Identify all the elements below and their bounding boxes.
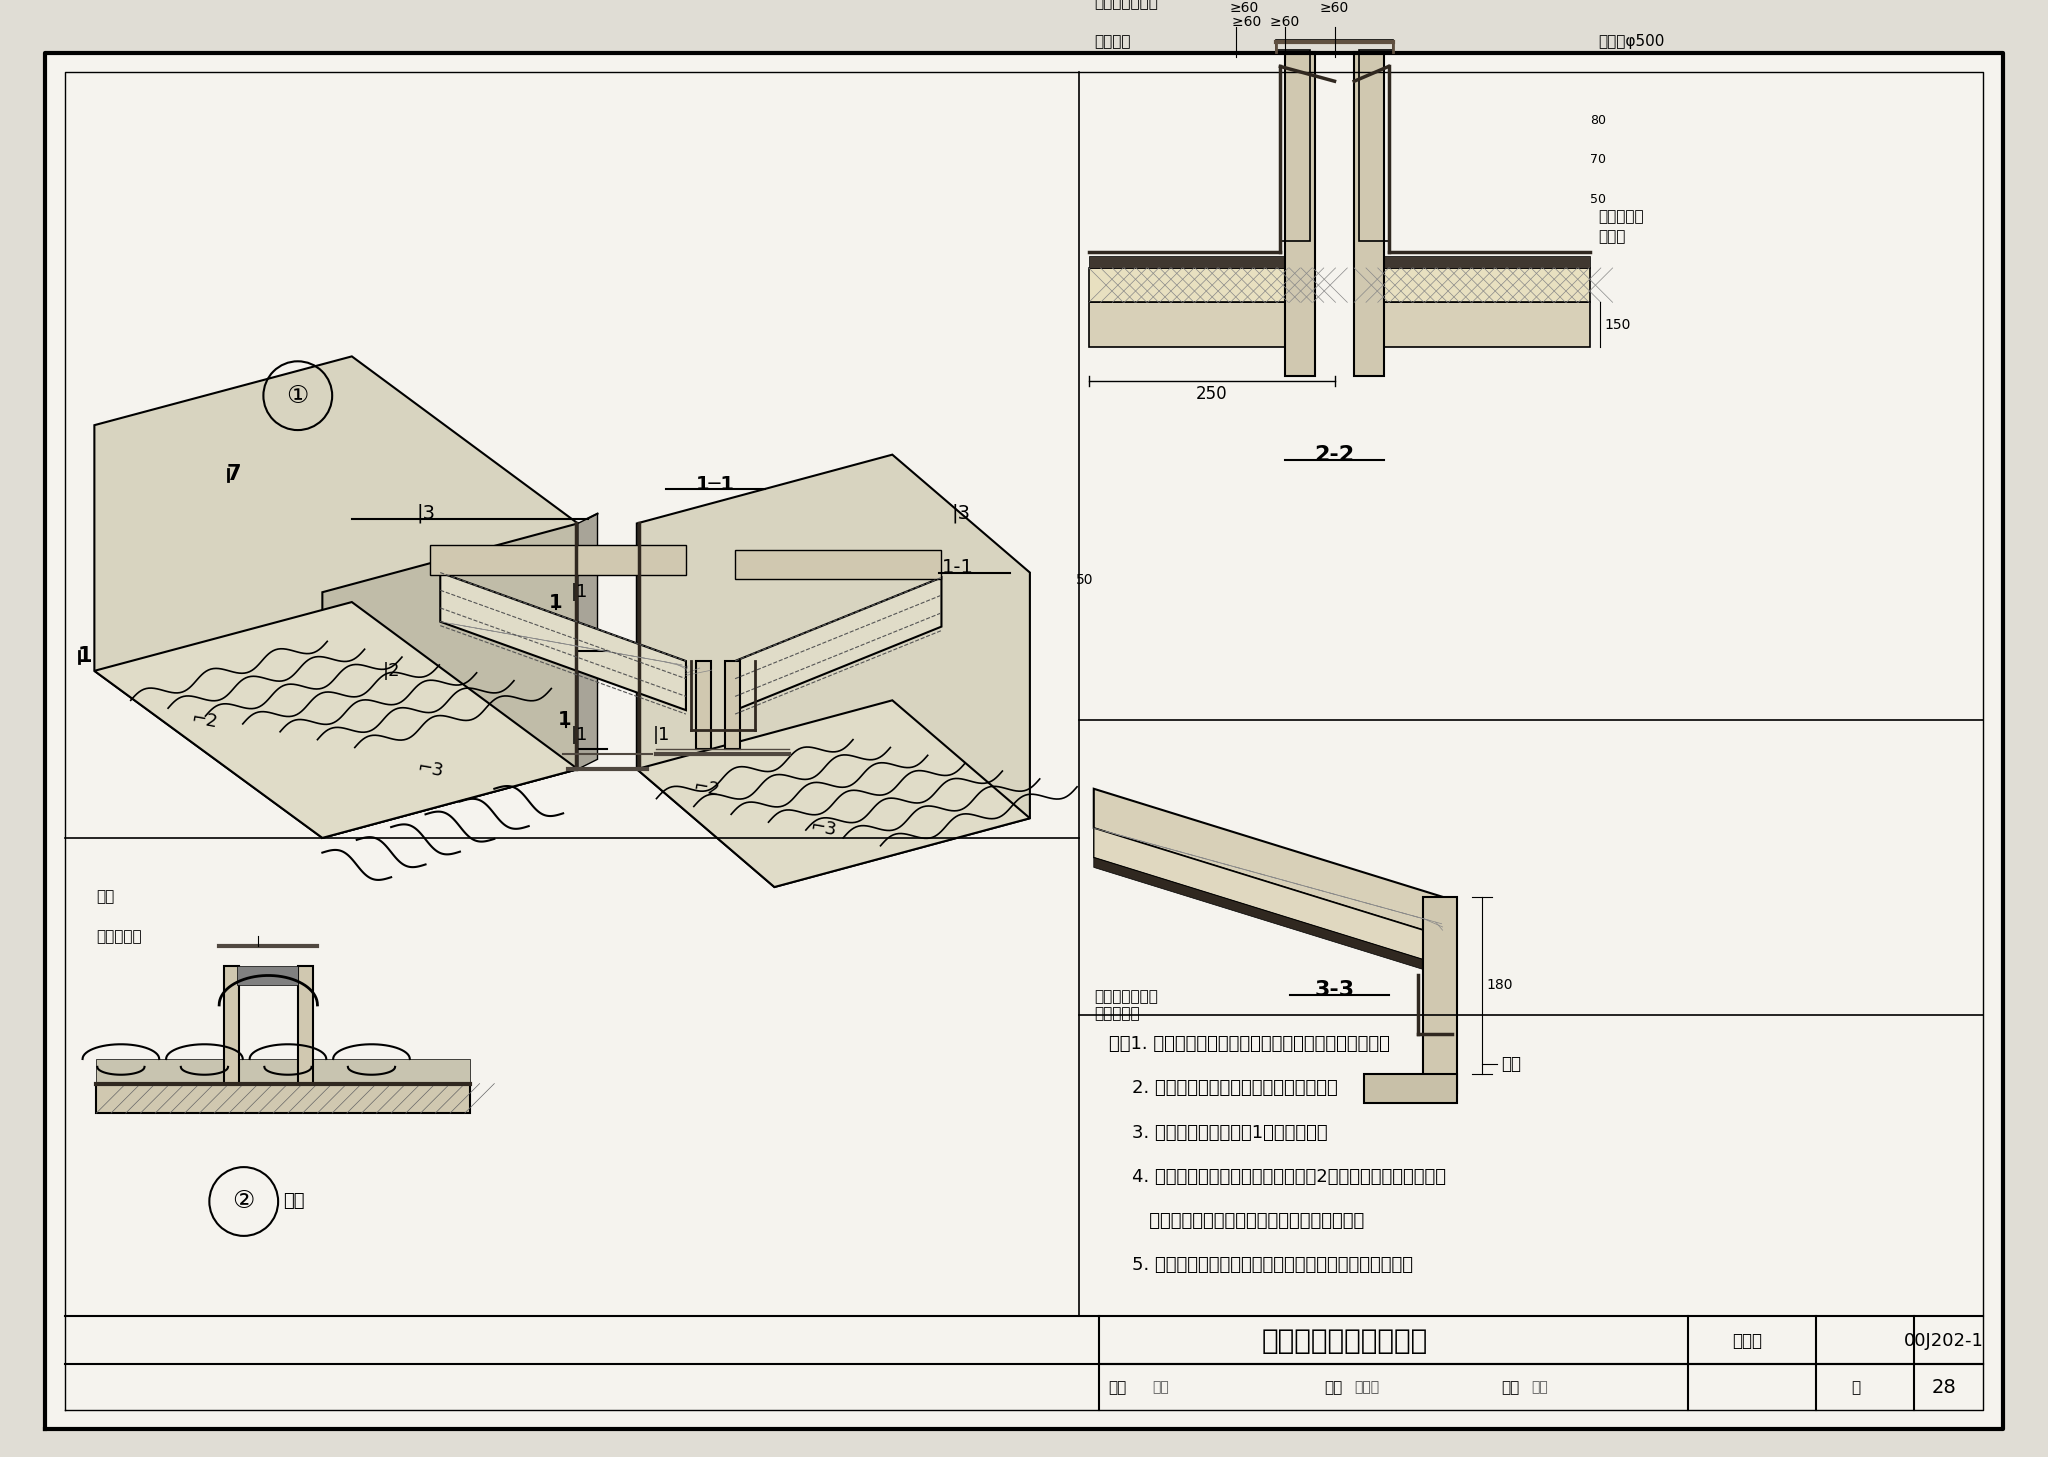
Polygon shape <box>637 701 1030 887</box>
Text: |3: |3 <box>952 504 971 523</box>
Text: 00J202-1: 00J202-1 <box>1905 1332 1985 1351</box>
Polygon shape <box>637 455 1030 887</box>
Bar <box>238 966 297 985</box>
Text: 70: 70 <box>1589 153 1606 166</box>
Text: 页: 页 <box>1851 1380 1860 1394</box>
Text: 卷材收头高度与
檐沟侧壁同: 卷材收头高度与 檐沟侧壁同 <box>1094 989 1157 1021</box>
Text: 250: 250 <box>1196 385 1227 402</box>
Text: 1: 1 <box>549 593 561 612</box>
Text: 50: 50 <box>1589 192 1606 205</box>
Text: ⌐2: ⌐2 <box>190 708 219 731</box>
Polygon shape <box>94 357 578 838</box>
Text: 聚合物水泥砂浆: 聚合物水泥砂浆 <box>1094 0 1157 10</box>
Text: 防水层: 防水层 <box>1597 229 1626 243</box>
Bar <box>735 549 942 580</box>
Text: 1─1: 1─1 <box>696 475 735 494</box>
Bar <box>96 1059 469 1084</box>
Text: ⌐3: ⌐3 <box>809 817 838 839</box>
Bar <box>1354 303 1589 347</box>
Polygon shape <box>1094 788 1442 937</box>
Text: 1: 1 <box>559 711 571 730</box>
Polygon shape <box>735 577 942 710</box>
Text: 防水层为涂膜者，附加防水层采用一布二涂。: 防水层为涂膜者，附加防水层采用一布二涂。 <box>1108 1212 1364 1230</box>
Text: 150: 150 <box>1606 318 1630 332</box>
Text: 王江光: 王江光 <box>1354 1380 1378 1394</box>
Text: 水泥钉φ500: 水泥钉φ500 <box>1597 35 1665 50</box>
Text: 校对: 校对 <box>1325 1380 1343 1394</box>
Text: 3-3: 3-3 <box>1315 981 1354 1000</box>
Bar <box>1354 256 1589 268</box>
Text: 7: 7 <box>227 465 242 484</box>
Text: 附加防水层: 附加防水层 <box>1597 210 1645 224</box>
Bar <box>223 966 240 1084</box>
Bar <box>1090 256 1315 268</box>
Text: 4. 防水层为卷材者，附加防水层采用2厚高聚物改性沥青卷材；: 4. 防水层为卷材者，附加防水层采用2厚高聚物改性沥青卷材； <box>1108 1169 1446 1186</box>
Bar <box>696 661 711 749</box>
Text: 设计: 设计 <box>1501 1380 1520 1394</box>
Text: 密封膏封严: 密封膏封严 <box>96 928 141 944</box>
Text: 1-1: 1-1 <box>942 558 973 577</box>
Text: 脊瓦: 脊瓦 <box>96 889 115 905</box>
Bar <box>1090 268 1315 303</box>
Polygon shape <box>94 602 578 838</box>
Text: 3. 盖缝板、泛水板均用1厚铝板制作。: 3. 盖缝板、泛水板均用1厚铝板制作。 <box>1108 1123 1327 1142</box>
Bar <box>1286 52 1315 376</box>
Text: ⌐2: ⌐2 <box>690 778 721 800</box>
Text: |1: |1 <box>571 726 588 743</box>
Bar <box>96 1084 469 1113</box>
Text: 注：1. 变形缝翻边的高度、厚度及配筋见个体工程设计。: 注：1. 变形缝翻边的高度、厚度及配筋见个体工程设计。 <box>1108 1036 1389 1053</box>
Bar <box>1354 268 1589 303</box>
Text: ①: ① <box>287 383 309 408</box>
Bar <box>430 545 686 574</box>
Text: 块瓦屋面变形缝（二）: 块瓦屋面变形缝（二） <box>1262 1327 1427 1355</box>
Text: 图集号: 图集号 <box>1733 1332 1761 1351</box>
Text: ⌐3: ⌐3 <box>416 758 444 781</box>
Text: 签名: 签名 <box>1153 1380 1169 1394</box>
Text: 檐沟: 檐沟 <box>1501 1055 1522 1072</box>
Text: 28: 28 <box>1931 1378 1956 1397</box>
Text: |1: |1 <box>653 726 670 743</box>
Text: 50: 50 <box>1077 574 1094 587</box>
Bar <box>1423 898 1458 1093</box>
Polygon shape <box>440 573 686 710</box>
Text: 卷材一层: 卷材一层 <box>1094 35 1130 50</box>
Text: ≥60  ≥60: ≥60 ≥60 <box>1233 15 1298 29</box>
Polygon shape <box>1094 858 1442 976</box>
Text: |1: |1 <box>571 583 588 602</box>
Text: 5. 变形缝处室内无双墙时，缝内嵌填聚苯乙烯泡沫塑料。: 5. 变形缝处室内无双墙时，缝内嵌填聚苯乙烯泡沫塑料。 <box>1108 1256 1413 1275</box>
Text: 2-2: 2-2 <box>1315 444 1354 465</box>
Bar <box>725 661 739 749</box>
Text: 2. 屋面有无保温隔热层见个体工程设计。: 2. 屋面有无保温隔热层见个体工程设计。 <box>1108 1080 1337 1097</box>
Text: 180: 180 <box>1487 978 1513 992</box>
Text: ≥60: ≥60 <box>1229 0 1260 15</box>
Polygon shape <box>578 514 598 769</box>
Text: |2: |2 <box>383 661 399 680</box>
Bar <box>1354 52 1384 376</box>
Text: ②: ② <box>233 1189 254 1214</box>
Text: ≥60: ≥60 <box>1319 0 1350 15</box>
Bar <box>297 966 313 1084</box>
Text: 屋脊: 屋脊 <box>283 1192 305 1211</box>
Polygon shape <box>322 523 578 838</box>
Text: 80: 80 <box>1589 114 1606 127</box>
Polygon shape <box>1094 828 1442 966</box>
Text: 1: 1 <box>78 645 92 666</box>
Text: 审核: 审核 <box>1108 1380 1126 1394</box>
Text: 签名: 签名 <box>1532 1380 1548 1394</box>
Text: |3: |3 <box>416 504 434 523</box>
Polygon shape <box>1364 1074 1458 1103</box>
Bar <box>1090 303 1315 347</box>
